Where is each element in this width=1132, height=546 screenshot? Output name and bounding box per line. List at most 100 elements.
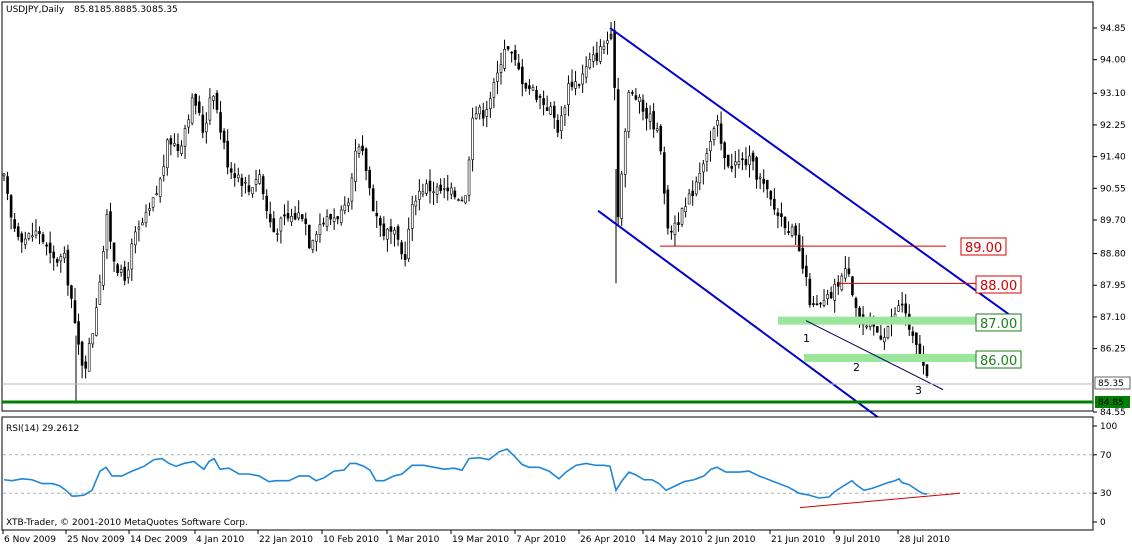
price-tick-label: 92.25 (1100, 121, 1126, 131)
candle-body (219, 112, 222, 133)
candle-body (187, 119, 190, 128)
candle-body (368, 169, 371, 189)
copyright-text: XTB-Trader, © 2001-2010 MetaQuotes Softw… (6, 518, 248, 528)
candle-body (797, 234, 801, 252)
current-price-value: 85.35 (1098, 379, 1124, 389)
candle-body (240, 177, 244, 186)
candle-body (329, 214, 332, 220)
candle-body (343, 204, 347, 212)
candle-body (70, 285, 73, 299)
candle-body (886, 326, 890, 339)
candle-body (45, 244, 48, 247)
candle-body (794, 225, 797, 236)
rsi-title: RSI(14) 29.2612 (6, 424, 79, 434)
candle-body (183, 128, 187, 147)
candle-body (627, 92, 631, 132)
candle-body (481, 110, 485, 119)
candle-body (421, 191, 425, 195)
candle-body (173, 143, 176, 146)
candle-body (453, 190, 457, 198)
candle-body (833, 284, 837, 301)
candle-body (382, 223, 386, 237)
candle-body (744, 159, 748, 166)
candle-body (691, 190, 695, 196)
candle-body (432, 191, 435, 194)
rsi-axis: 100 70 30 0 (1093, 422, 1117, 528)
candle-body (542, 98, 545, 105)
candle-body (134, 231, 137, 246)
date-tick-label: 6 Nov 2009 (4, 535, 56, 545)
ohlc-high: 85.88 (100, 5, 126, 15)
level-89-label: 89.00 (965, 241, 1002, 256)
candle-body (844, 268, 847, 279)
date-tick-label: 10 Feb 2010 (323, 535, 379, 545)
candle-body (428, 180, 432, 192)
ohlc-readout: 85.81 85.88 85.30 85.35 (74, 5, 178, 15)
wave-label-1: 1 (803, 332, 810, 345)
candle-body (464, 195, 467, 204)
candle-body (276, 233, 279, 235)
candle-body (474, 113, 478, 119)
candle-body (513, 50, 517, 60)
candle-body (158, 178, 162, 197)
candle-body (251, 187, 254, 195)
candle-body (719, 123, 723, 144)
rsi-trend-line (799, 492, 961, 509)
candle-body (716, 119, 719, 126)
candle-body (27, 233, 31, 239)
candle-body (63, 252, 66, 259)
candle-body (126, 269, 130, 279)
candle-body (205, 122, 208, 133)
candle-body (109, 211, 112, 242)
candle-body (322, 222, 325, 225)
candle-body (705, 153, 709, 162)
candle-body (780, 213, 783, 218)
candle-body (602, 45, 606, 50)
rsi-tick-label: 30 (1100, 489, 1112, 499)
candle-body (258, 174, 261, 184)
candle-body (645, 107, 648, 119)
candle-body (648, 113, 652, 122)
candle-body (829, 292, 833, 299)
candle-body (748, 155, 751, 166)
candle-body (904, 303, 908, 314)
rsi-line (3, 448, 928, 499)
candle-body (925, 364, 929, 377)
candle-body (84, 361, 87, 369)
candle-body (151, 197, 155, 208)
candle-body (237, 174, 240, 179)
candle-body (623, 130, 627, 175)
candle-body (166, 139, 169, 168)
date-tick-label: 14 May 2010 (644, 535, 703, 545)
candle-body (194, 94, 197, 106)
candle-body (854, 298, 858, 309)
candle-body (741, 158, 744, 161)
candle-body (268, 213, 272, 223)
candle-body (2, 173, 6, 177)
candle-body (765, 180, 769, 190)
candle-body (631, 92, 634, 94)
current-price-tag: 85.35 (1094, 376, 1131, 390)
date-tick-label: 28 Jul 2010 (899, 535, 950, 545)
candle-body (496, 72, 499, 82)
candle-body (371, 188, 375, 212)
candle-body (677, 222, 680, 226)
candle-body (439, 184, 442, 191)
candle-body (414, 200, 418, 207)
candle-body (755, 157, 758, 180)
candle-body (13, 219, 16, 229)
candle-body (670, 230, 673, 233)
candle-body (613, 30, 616, 88)
candle-body (283, 214, 286, 217)
candle-body (815, 303, 819, 306)
date-tick-label: 26 Apr 2010 (580, 535, 636, 545)
level-88-box: 88.00 (975, 275, 1022, 294)
candle-body (478, 106, 482, 115)
candle-body (425, 183, 428, 194)
candle-body (176, 144, 180, 151)
candle-body (733, 161, 737, 166)
candle-body (272, 218, 276, 233)
candle-body (148, 208, 151, 211)
candle-body (105, 214, 109, 251)
